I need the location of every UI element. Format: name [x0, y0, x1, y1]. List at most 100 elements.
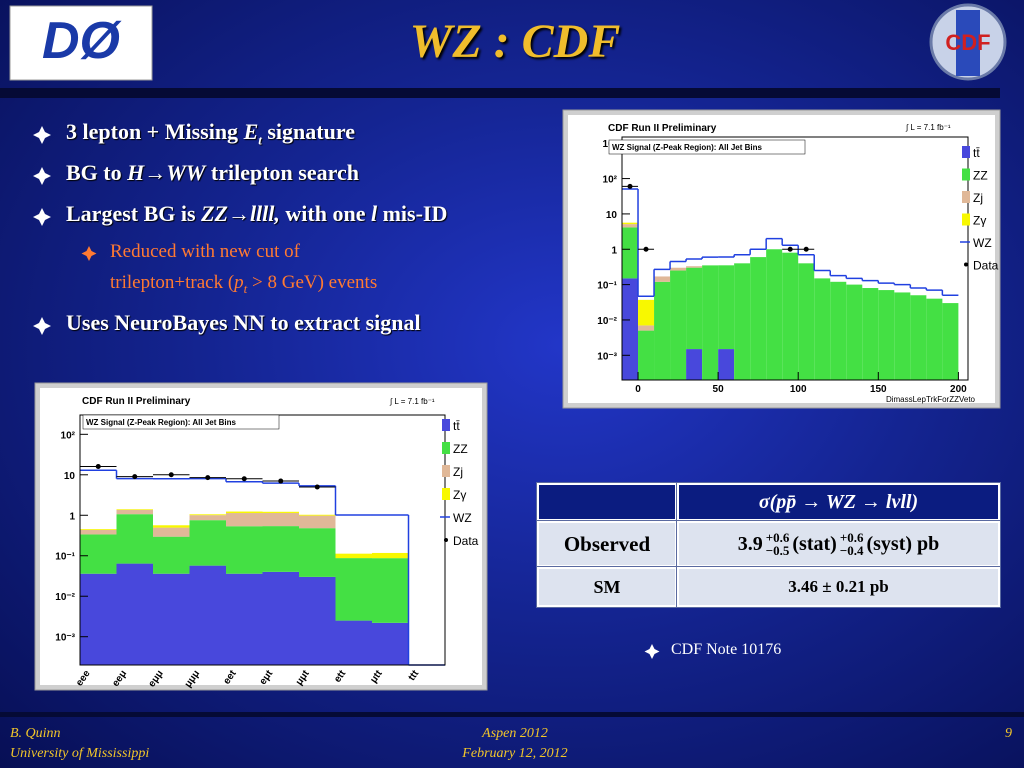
- bar-segment: [670, 270, 687, 380]
- bar-segment: [262, 511, 299, 513]
- text: SM: [593, 576, 621, 597]
- note-marker: [644, 644, 660, 659]
- bar-segment: [622, 227, 639, 279]
- bar-segment: [80, 534, 117, 574]
- header-rule: [0, 88, 1000, 98]
- legend-label: Data: [973, 259, 999, 273]
- header-cell: σ(pp̄ → WZ → lνll): [676, 482, 1001, 522]
- bar-segment: [622, 278, 639, 380]
- bar-segment: [335, 620, 372, 665]
- chart-subtitle: WZ Signal (Z-Peak Region): All Jet Bins: [612, 143, 762, 152]
- bar-segment: [638, 325, 655, 331]
- text: p: [234, 272, 244, 293]
- y-tick-label: 10⁻²: [55, 592, 75, 603]
- bar-segment: [189, 565, 226, 665]
- bar-segment: [686, 267, 703, 350]
- text: σ(pp̄ → WZ → lνll): [758, 490, 919, 513]
- text: B. Quinn: [10, 726, 61, 741]
- data-point: [314, 484, 320, 490]
- data-point: [241, 476, 247, 482]
- bar-segment: [80, 529, 117, 530]
- text: −0.4: [839, 543, 864, 558]
- x-axis-label: DimassLepTrkForZZVeto: [886, 395, 976, 404]
- text: +0.6: [839, 530, 864, 545]
- y-tick-label: 10⁻¹: [597, 281, 617, 292]
- bullet-marker: [33, 126, 51, 144]
- legend-swatch: [442, 419, 450, 431]
- x-tick-label: 0: [635, 384, 641, 395]
- text: University of Mississippi: [10, 746, 150, 761]
- legend-swatch: [964, 262, 968, 267]
- text: +0.6: [765, 530, 790, 545]
- text: BG to: [66, 160, 128, 185]
- data-point: [787, 246, 793, 252]
- luminosity: ∫ L = 7.1 fb⁻¹: [905, 123, 951, 132]
- bar-segment: [766, 249, 783, 380]
- data-point: [627, 183, 633, 189]
- data-point: [168, 472, 174, 478]
- bar-segment: [153, 527, 190, 537]
- bar-segment: [830, 281, 847, 380]
- legend-swatch: [442, 465, 450, 477]
- y-tick-label: 10⁻²: [597, 316, 617, 327]
- bar-segment: [116, 509, 153, 515]
- legend-swatch: [442, 488, 450, 500]
- bullet: Uses NeuroBayes NN to extract signal: [66, 310, 421, 336]
- text: (stat): [792, 532, 837, 555]
- bar-segment: [622, 224, 639, 228]
- text: Aspen 2012: [482, 726, 548, 741]
- bar-segment: [262, 571, 299, 665]
- legend-label: WZ: [973, 236, 992, 250]
- bar-segment: [878, 290, 895, 380]
- row-value: 3.46 ± 0.21 pb: [676, 566, 1001, 608]
- footer-left: B. Quinn University of Mississippi: [10, 724, 149, 764]
- bar-segment: [153, 573, 190, 665]
- bar-segment: [798, 263, 815, 380]
- legend-label: Zγ: [453, 488, 466, 502]
- x-tick-label: 50: [713, 384, 725, 395]
- chart: 10⁻³10⁻²10⁻¹11010²10³050100150200DimassL…: [562, 109, 1001, 409]
- legend-swatch: [962, 191, 970, 203]
- legend-swatch: [444, 538, 448, 542]
- text: trilepton+track (: [110, 272, 235, 293]
- bar-segment: [116, 509, 153, 510]
- footer-rule: [0, 712, 1024, 717]
- legend-label: ZZ: [453, 442, 468, 456]
- text: t: [258, 132, 262, 148]
- header-cell: [536, 482, 678, 522]
- data-point: [803, 246, 809, 252]
- bar-segment: [80, 573, 117, 665]
- luminosity: ∫ L = 7.1 fb⁻¹: [389, 397, 435, 406]
- bar-segment: [718, 265, 735, 350]
- bar-segment: [299, 514, 336, 516]
- bar-segment: [670, 267, 687, 271]
- data-point: [132, 474, 138, 480]
- bar-segment: [189, 520, 226, 566]
- footer-center: Aspen 2012 February 12, 2012: [452, 724, 578, 764]
- bar-segment: [372, 622, 409, 665]
- bar-segment: [654, 276, 671, 282]
- bar-segment: [686, 266, 703, 268]
- stat-error: +0.6 −0.5: [766, 531, 790, 557]
- legend-label: tt̄: [453, 419, 460, 433]
- x-tick-label: 150: [870, 384, 887, 395]
- y-tick-label: 1: [69, 511, 75, 522]
- text: 3.46 ± 0.21 pb: [788, 577, 889, 596]
- bar-segment: [702, 265, 719, 380]
- x-tick-label: 100: [790, 384, 807, 395]
- bar-segment: [926, 298, 943, 380]
- bar-segment: [862, 288, 879, 380]
- row-label: Observed: [536, 520, 678, 568]
- data-point: [95, 464, 101, 470]
- text: trilepton search: [205, 160, 359, 185]
- text: Largest BG is: [66, 201, 202, 226]
- syst-error: +0.6 −0.4: [840, 531, 864, 557]
- chart-title: CDF Run II Preliminary: [82, 396, 191, 407]
- bar-segment: [686, 349, 703, 380]
- y-tick-label: 10⁻¹: [55, 552, 75, 563]
- row-value: 3.9 +0.6 −0.5 (stat) +0.6 −0.4 (syst) pb: [676, 520, 1001, 568]
- subtitle-box: [82, 414, 280, 430]
- subtitle-box: [608, 139, 806, 155]
